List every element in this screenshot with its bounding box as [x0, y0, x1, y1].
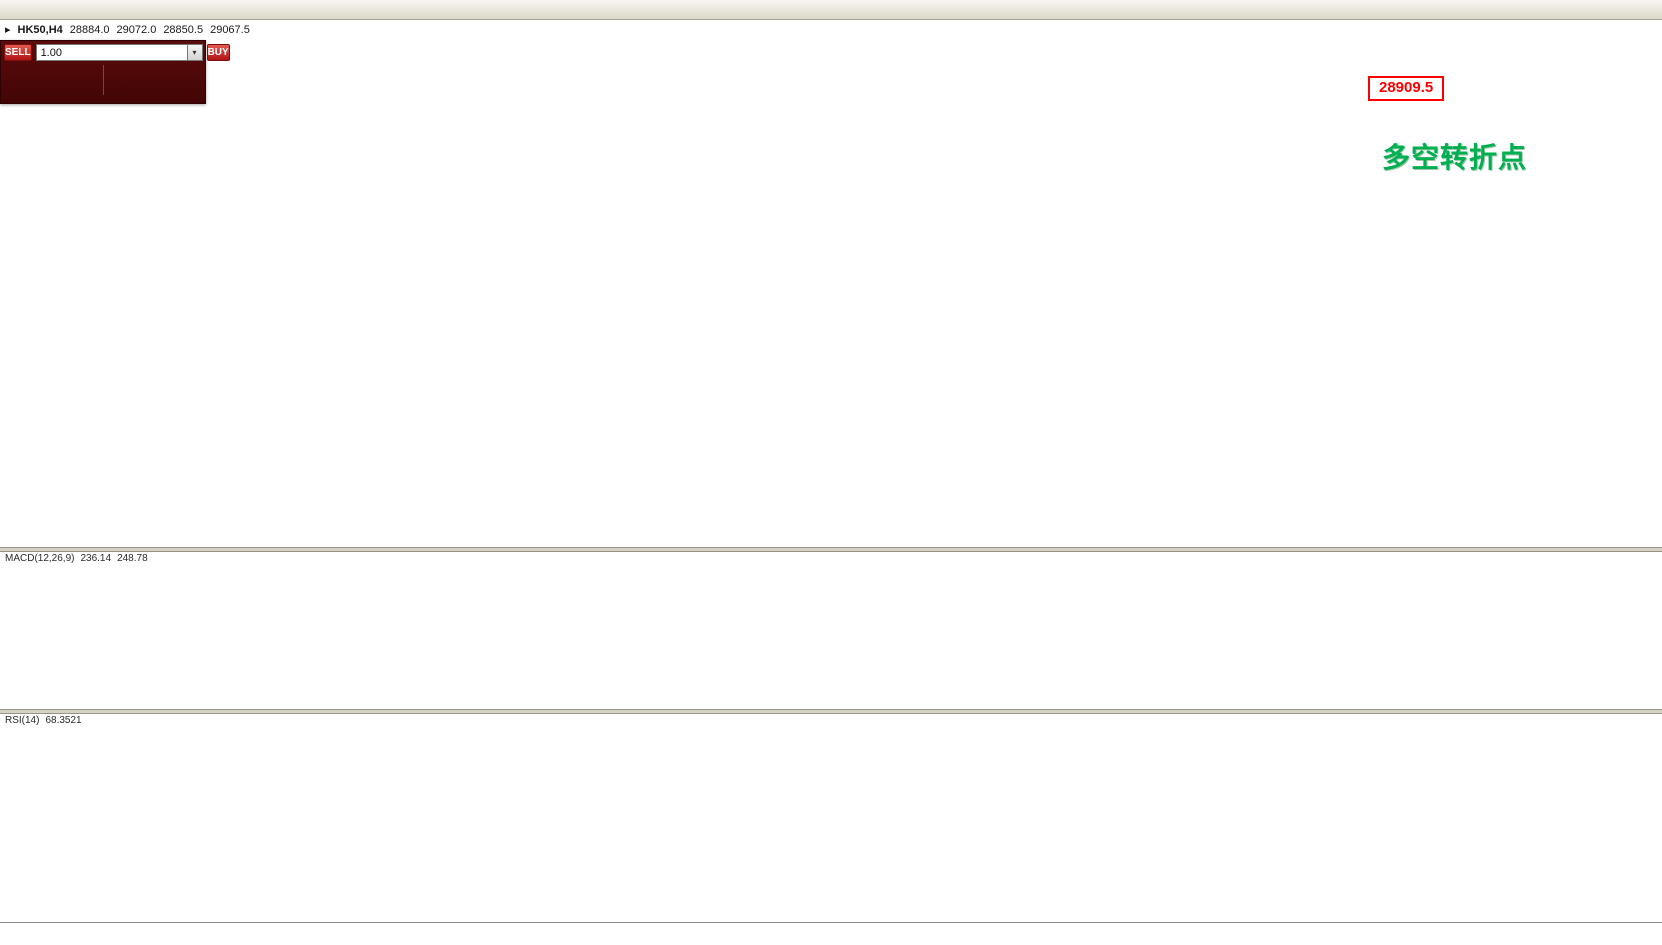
sell-button[interactable]: SELL: [4, 44, 32, 61]
buy-button[interactable]: BUY: [206, 44, 230, 61]
price-level-label-object[interactable]: 28909.5: [1368, 76, 1445, 101]
price-scale[interactable]: [1532, 0, 1662, 945]
macd-label: MACD(12,26,9) 236.14 248.78: [5, 553, 148, 564]
bar-open-value: 28884.0: [69, 23, 110, 36]
toolbar: [0, 0, 1662, 20]
symbol-expander-icon[interactable]: ▸: [5, 24, 11, 36]
rsi-label: RSI(14) 68.3521: [5, 715, 82, 726]
panel-splitter-macd[interactable]: [0, 547, 1662, 552]
volume-control: ▾: [35, 44, 203, 61]
bar-low-value: 28850.5: [163, 23, 204, 36]
macd-main-value: 236.14: [80, 553, 112, 564]
bar-close-value: 29067.5: [210, 23, 250, 36]
one-click-trading-panel: SELL ▾ BUY: [0, 40, 230, 104]
rsi-name: RSI(14): [5, 715, 40, 726]
one-click-divider: [103, 65, 104, 95]
rsi-value: 68.3521: [45, 715, 82, 726]
symbol-name: HK50,H4: [17, 23, 63, 36]
volume-dropdown-button[interactable]: ▾: [187, 44, 203, 61]
macd-name: MACD(12,26,9): [5, 553, 75, 564]
bar-high-value: 29072.0: [116, 23, 157, 36]
turning-point-annotation[interactable]: 多空转折点: [1382, 142, 1528, 173]
volume-input[interactable]: [35, 44, 188, 61]
time-axis[interactable]: [0, 922, 1662, 945]
macd-signal-value: 248.78: [117, 553, 148, 564]
panel-splitter-rsi[interactable]: [0, 709, 1662, 714]
symbol-info: ▸ HK50,H4 28884.0 29072.0 28850.5 29067.…: [5, 23, 250, 37]
